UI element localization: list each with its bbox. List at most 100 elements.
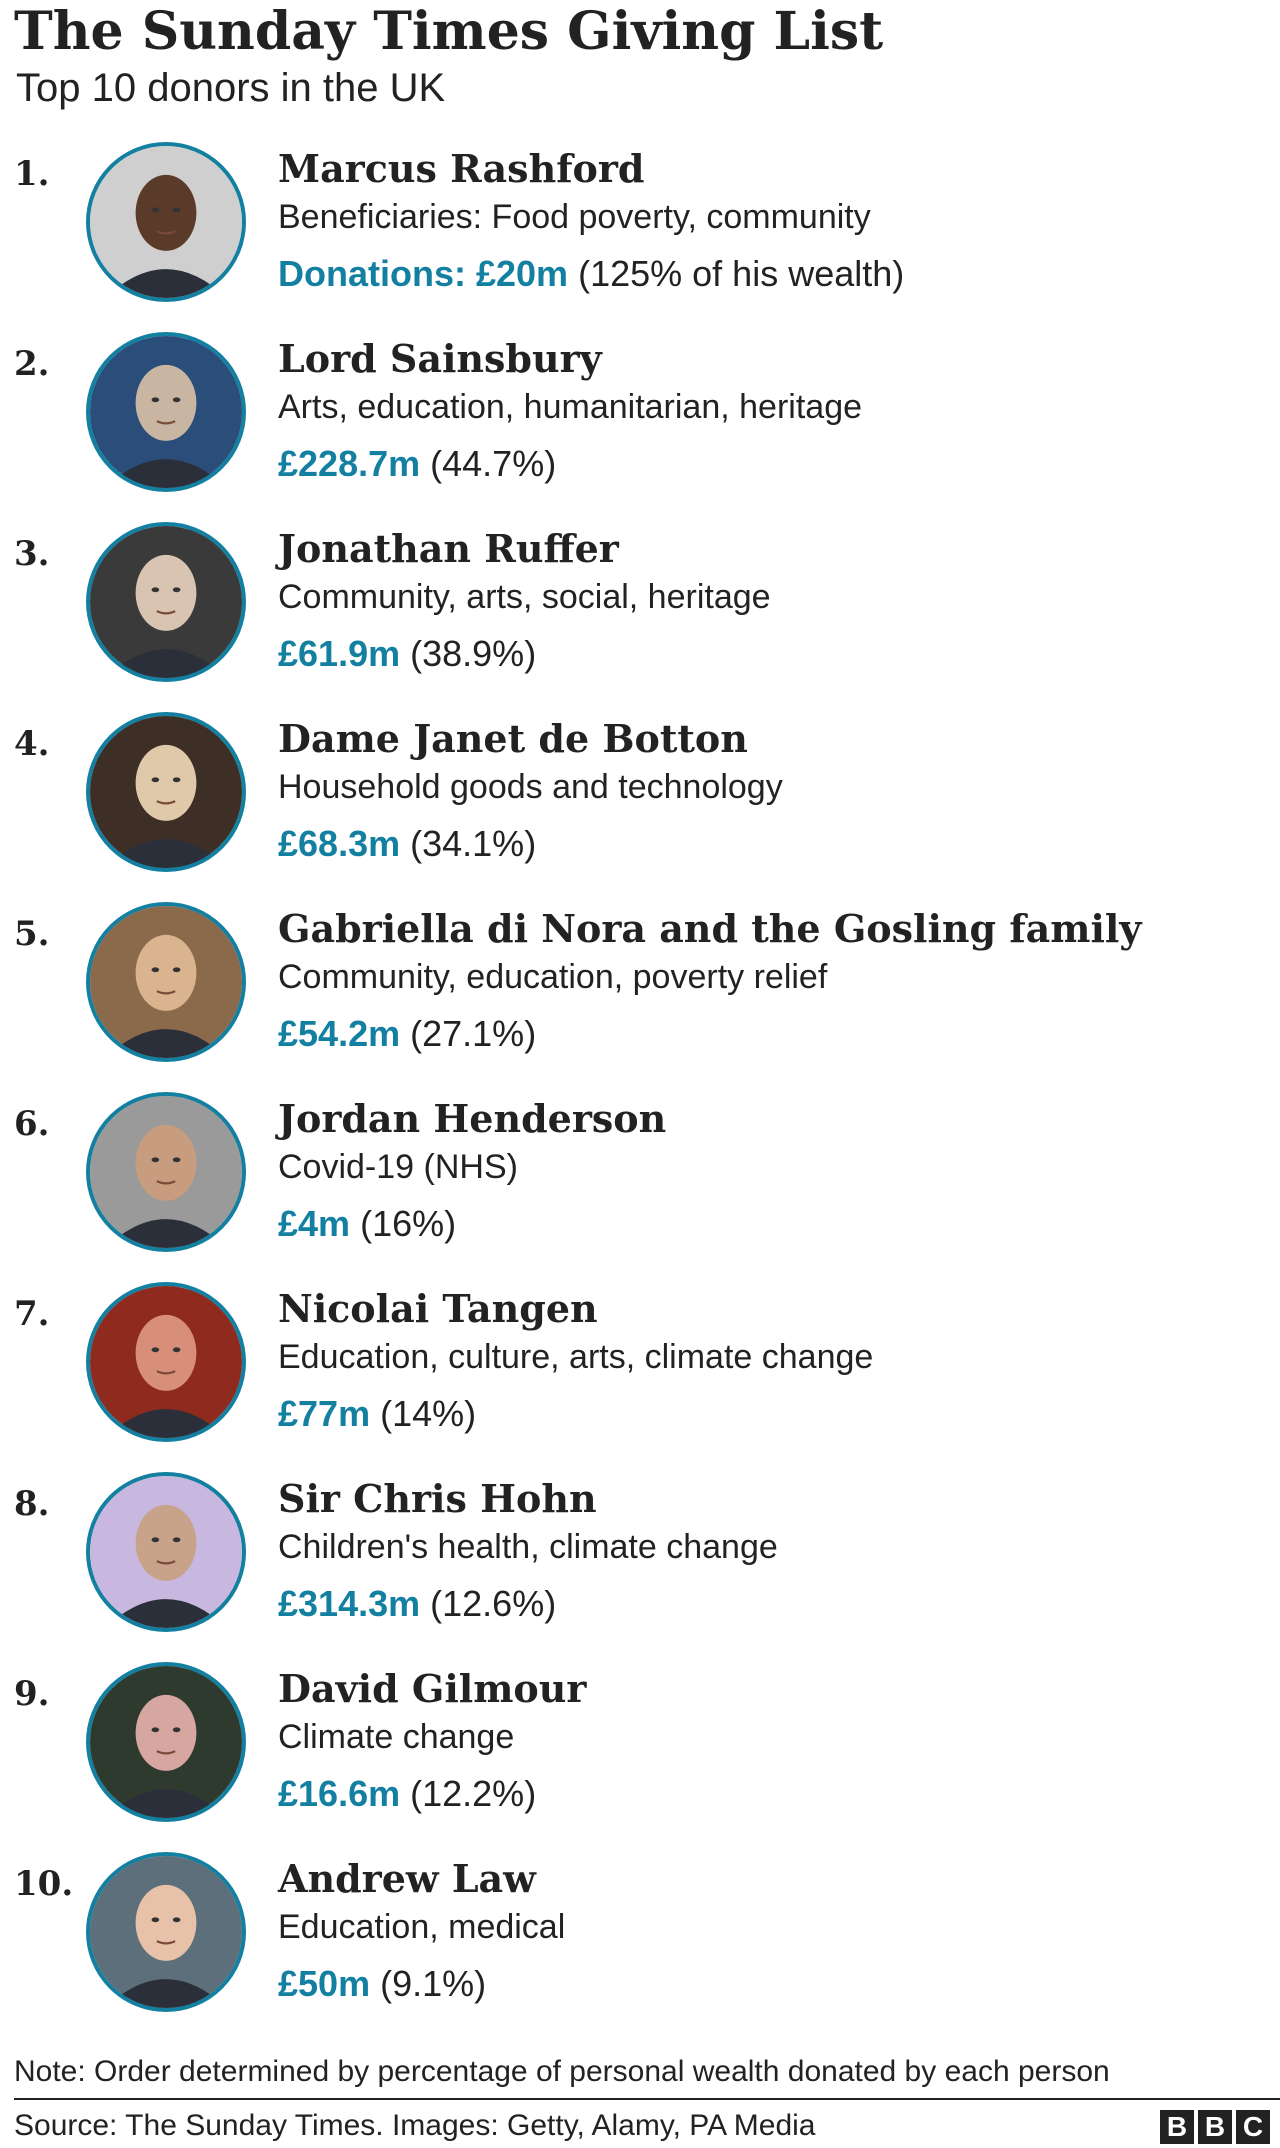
donor-rank: 7. bbox=[14, 1294, 50, 1334]
donor-donation: £77m (14%) bbox=[278, 1390, 1270, 1438]
donor-photo bbox=[86, 332, 246, 492]
donor-amount: £314.3m bbox=[278, 1583, 421, 1624]
donor-info: Sir Chris Hohn Children's health, climat… bbox=[278, 1474, 1270, 1628]
donor-amount: £16.6m bbox=[278, 1773, 401, 1814]
donor-rank: 2. bbox=[14, 344, 50, 384]
donor-causes: Children's health, climate change bbox=[278, 1528, 778, 1566]
donor-row: 5. Gabriella di Nora and the Gosling fam… bbox=[0, 898, 1280, 1088]
portrait-photo-icon bbox=[90, 716, 242, 868]
donor-name: Sir Chris Hohn bbox=[278, 1476, 597, 1521]
donor-wealth-share: (34.1%) bbox=[410, 823, 537, 864]
donor-donation: Donations: £20m (125% of his wealth) bbox=[278, 250, 1270, 298]
donor-wealth-share: (27.1%) bbox=[410, 1013, 537, 1054]
donor-name: Jonathan Ruffer bbox=[278, 526, 619, 571]
portrait-photo-icon bbox=[90, 1856, 242, 2008]
donor-row: 7. Nicolai Tangen Education, culture, ar… bbox=[0, 1278, 1280, 1468]
footer-divider bbox=[14, 2098, 1280, 2100]
portrait-photo-icon bbox=[90, 1476, 242, 1628]
logo-letter: B bbox=[1160, 2110, 1194, 2144]
donor-name: Marcus Rashford bbox=[278, 146, 645, 191]
donor-wealth-share: (38.9%) bbox=[410, 633, 537, 674]
donor-donation: £68.3m (34.1%) bbox=[278, 820, 1270, 868]
page-subtitle: Top 10 donors in the UK bbox=[16, 66, 446, 110]
donor-name: Lord Sainsbury bbox=[278, 336, 602, 381]
source-credit: Source: The Sunday Times. Images: Getty,… bbox=[14, 2109, 816, 2142]
portrait-photo-icon bbox=[90, 146, 242, 298]
donor-amount: £68.3m bbox=[278, 823, 401, 864]
donor-name: Jordan Henderson bbox=[278, 1096, 667, 1141]
donor-row: 1. Marcus Rashford Beneficiaries: Food p… bbox=[0, 138, 1280, 328]
donor-causes: Education, culture, arts, climate change bbox=[278, 1338, 874, 1376]
donor-wealth-share: (12.2%) bbox=[410, 1773, 537, 1814]
donor-rank: 10. bbox=[14, 1864, 74, 1904]
donor-rank: 1. bbox=[14, 154, 50, 194]
donor-donation: £61.9m (38.9%) bbox=[278, 630, 1270, 678]
portrait-photo-icon bbox=[90, 526, 242, 678]
portrait-photo-icon bbox=[90, 1286, 242, 1438]
donor-row: 3. Jonathan Ruffer Community, arts, soci… bbox=[0, 518, 1280, 708]
donor-row: 6. Jordan Henderson Covid-19 (NHS) £4m (… bbox=[0, 1088, 1280, 1278]
donor-amount: £77m bbox=[278, 1393, 371, 1434]
donor-donation: £228.7m (44.7%) bbox=[278, 440, 1270, 488]
donor-info: Andrew Law Education, medical £50m (9.1%… bbox=[278, 1854, 1270, 2008]
donor-wealth-share: (14%) bbox=[380, 1393, 477, 1434]
donor-wealth-share: (16%) bbox=[360, 1203, 457, 1244]
donor-donation: £50m (9.1%) bbox=[278, 1960, 1270, 2008]
donor-name: Dame Janet de Botton bbox=[278, 716, 748, 761]
donor-photo bbox=[86, 142, 246, 302]
donor-causes: Climate change bbox=[278, 1718, 515, 1756]
donor-info: Marcus Rashford Beneficiaries: Food pove… bbox=[278, 144, 1270, 298]
portrait-photo-icon bbox=[90, 906, 242, 1058]
donor-name: Nicolai Tangen bbox=[278, 1286, 598, 1331]
donor-amount: Donations: £20m bbox=[278, 253, 569, 294]
donor-info: Jordan Henderson Covid-19 (NHS) £4m (16%… bbox=[278, 1094, 1270, 1248]
donor-amount: £50m bbox=[278, 1963, 371, 2004]
donor-wealth-share: (125% of his wealth) bbox=[578, 253, 905, 294]
donor-info: David Gilmour Climate change £16.6m (12.… bbox=[278, 1664, 1270, 1818]
donor-amount: £4m bbox=[278, 1203, 351, 1244]
donor-amount: £228.7m bbox=[278, 443, 421, 484]
donor-rank: 8. bbox=[14, 1484, 50, 1524]
portrait-photo-icon bbox=[90, 336, 242, 488]
donor-wealth-share: (12.6%) bbox=[430, 1583, 557, 1624]
donor-wealth-share: (9.1%) bbox=[380, 1963, 487, 2004]
donor-amount: £61.9m bbox=[278, 633, 401, 674]
donor-rank: 6. bbox=[14, 1104, 50, 1144]
donor-row: 4. Dame Janet de Botton Household goods … bbox=[0, 708, 1280, 898]
portrait-photo-icon bbox=[90, 1096, 242, 1248]
donor-info: Gabriella di Nora and the Gosling family… bbox=[278, 904, 1270, 1058]
donor-info: Nicolai Tangen Education, culture, arts,… bbox=[278, 1284, 1270, 1438]
donor-photo bbox=[86, 712, 246, 872]
donor-causes: Arts, education, humanitarian, heritage bbox=[278, 388, 863, 426]
donor-wealth-share: (44.7%) bbox=[430, 443, 557, 484]
donor-causes: Community, education, poverty relief bbox=[278, 958, 828, 996]
donor-name: Gabriella di Nora and the Gosling family bbox=[278, 906, 1142, 951]
donor-donation: £4m (16%) bbox=[278, 1200, 1270, 1248]
donor-amount: £54.2m bbox=[278, 1013, 401, 1054]
donor-rank: 5. bbox=[14, 914, 50, 954]
logo-letter: C bbox=[1236, 2110, 1270, 2144]
donor-photo bbox=[86, 1472, 246, 1632]
donor-row: 9. David Gilmour Climate change £16.6m (… bbox=[0, 1658, 1280, 1848]
donor-donation: £314.3m (12.6%) bbox=[278, 1580, 1270, 1628]
donor-row: 8. Sir Chris Hohn Children's health, cli… bbox=[0, 1468, 1280, 1658]
donor-row: 2. Lord Sainsbury Arts, education, human… bbox=[0, 328, 1280, 518]
donor-info: Lord Sainsbury Arts, education, humanita… bbox=[278, 334, 1270, 488]
donor-photo bbox=[86, 1092, 246, 1252]
donor-photo bbox=[86, 1282, 246, 1442]
donor-list: 1. Marcus Rashford Beneficiaries: Food p… bbox=[0, 138, 1280, 2038]
donor-rank: 4. bbox=[14, 724, 50, 764]
donor-photo bbox=[86, 1662, 246, 1822]
page-title: The Sunday Times Giving List bbox=[14, 1, 884, 62]
donor-name: Andrew Law bbox=[278, 1856, 536, 1901]
portrait-photo-icon bbox=[90, 1666, 242, 1818]
donor-causes: Beneficiaries: Food poverty, community bbox=[278, 198, 871, 236]
donor-rank: 3. bbox=[14, 534, 50, 574]
donor-rank: 9. bbox=[14, 1674, 50, 1714]
donor-donation: £16.6m (12.2%) bbox=[278, 1770, 1270, 1818]
bbc-logo: B B C bbox=[1160, 2110, 1270, 2144]
donor-info: Jonathan Ruffer Community, arts, social,… bbox=[278, 524, 1270, 678]
logo-letter: B bbox=[1198, 2110, 1232, 2144]
donor-name: David Gilmour bbox=[278, 1666, 587, 1711]
footnote: Note: Order determined by percentage of … bbox=[14, 2055, 1110, 2088]
